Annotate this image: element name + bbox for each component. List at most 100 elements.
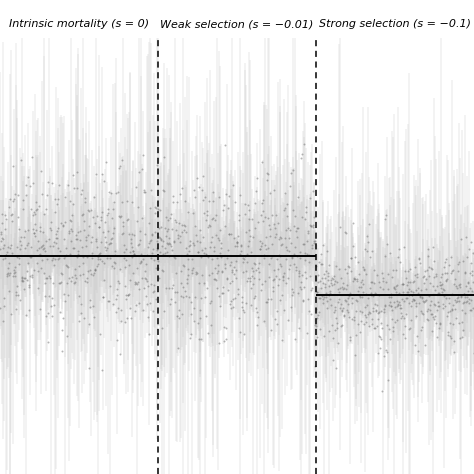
Point	[86, 266, 93, 274]
Point	[180, 222, 188, 229]
Point	[344, 308, 351, 316]
Point	[14, 292, 22, 299]
Point	[255, 275, 263, 283]
Point	[392, 289, 400, 296]
Point	[49, 279, 56, 287]
Point	[444, 275, 451, 283]
Point	[384, 376, 392, 384]
Point	[113, 337, 121, 344]
Point	[323, 304, 331, 311]
Point	[372, 291, 380, 298]
Point	[51, 255, 59, 263]
Point	[0, 228, 5, 236]
Point	[153, 246, 160, 254]
Point	[347, 254, 355, 262]
Point	[399, 280, 407, 287]
Point	[294, 289, 302, 297]
Point	[22, 182, 30, 189]
Point	[9, 162, 17, 170]
Point	[71, 278, 78, 285]
Point	[22, 191, 30, 199]
Point	[76, 237, 83, 244]
Point	[188, 255, 195, 263]
Point	[451, 305, 459, 313]
Point	[387, 290, 395, 298]
Point	[198, 295, 205, 302]
Point	[382, 215, 389, 223]
Point	[408, 291, 416, 298]
Point	[448, 290, 456, 298]
Point	[37, 264, 45, 272]
Point	[51, 195, 58, 203]
Point	[183, 250, 191, 258]
Point	[438, 281, 445, 289]
Point	[301, 268, 309, 276]
Point	[468, 296, 474, 304]
Point	[79, 254, 87, 261]
Point	[304, 227, 312, 235]
Point	[122, 295, 130, 303]
Point	[301, 140, 308, 147]
Point	[233, 238, 241, 246]
Point	[311, 321, 319, 328]
Point	[81, 314, 88, 322]
Point	[263, 169, 270, 177]
Point	[143, 278, 151, 285]
Point	[202, 250, 210, 257]
Point	[312, 322, 319, 330]
Point	[334, 285, 341, 293]
Point	[177, 292, 185, 300]
Point	[378, 387, 386, 395]
Point	[239, 268, 247, 275]
Point	[460, 299, 468, 306]
Point	[244, 250, 251, 258]
Point	[249, 233, 256, 241]
Point	[288, 291, 295, 299]
Point	[184, 255, 191, 263]
Point	[216, 292, 223, 299]
Point	[42, 205, 49, 213]
Point	[145, 239, 153, 247]
Point	[15, 213, 22, 221]
Point	[215, 193, 222, 201]
Point	[406, 278, 414, 286]
Point	[343, 307, 350, 314]
Point	[12, 263, 19, 271]
Point	[439, 285, 447, 292]
Point	[236, 191, 244, 199]
Point	[0, 219, 6, 227]
Point	[227, 297, 235, 305]
Point	[119, 222, 127, 230]
Point	[54, 245, 61, 252]
Point	[142, 267, 149, 274]
Point	[278, 240, 285, 248]
Point	[145, 219, 153, 227]
Point	[89, 249, 96, 257]
Point	[291, 212, 299, 219]
Point	[372, 290, 379, 297]
Point	[423, 316, 430, 323]
Point	[209, 215, 216, 223]
Point	[280, 272, 287, 279]
Point	[202, 252, 210, 259]
Point	[100, 277, 108, 284]
Point	[109, 206, 116, 213]
Point	[264, 176, 271, 184]
Point	[39, 228, 47, 236]
Point	[0, 234, 6, 242]
Point	[16, 296, 23, 304]
Point	[228, 305, 235, 312]
Point	[262, 233, 269, 241]
Point	[279, 336, 286, 344]
Point	[310, 239, 318, 246]
Point	[229, 295, 237, 303]
Point	[287, 303, 294, 310]
Point	[109, 225, 117, 232]
Point	[95, 224, 102, 231]
Point	[203, 284, 210, 292]
Point	[95, 250, 103, 258]
Point	[351, 275, 358, 283]
Point	[2, 251, 10, 259]
Point	[390, 284, 398, 292]
Point	[229, 181, 237, 189]
